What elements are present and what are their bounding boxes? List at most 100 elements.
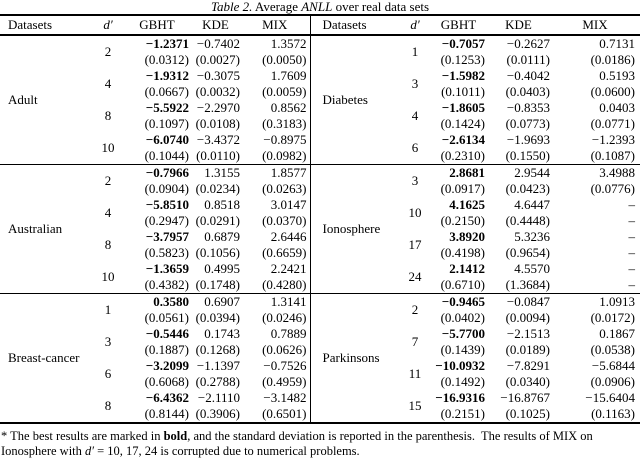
mix-value: 0.7131 bbox=[599, 36, 635, 51]
cell-kde-r: −7.8291 (0.0340) bbox=[487, 358, 550, 390]
kde-stddev: (0.9654) bbox=[505, 245, 550, 260]
cell-gbht-l: 0.3580 (0.0561) bbox=[123, 293, 191, 326]
mix-value: 0.8562 bbox=[270, 100, 307, 115]
column-header-kde-left: KDE bbox=[191, 15, 240, 36]
mix-value: 1.3572 bbox=[270, 36, 307, 51]
cell-dprime-left: 4 bbox=[104, 76, 112, 91]
cell-gbht-l: −6.4362 (0.8144) bbox=[123, 390, 191, 423]
mix-stddev: (0.6501) bbox=[262, 406, 307, 421]
caption-text-2: over real data sets bbox=[332, 0, 430, 14]
cell-mix-r: 1.0913 (0.0172) bbox=[550, 293, 640, 326]
cell-kde-r: −0.8353 (0.0773) bbox=[487, 100, 550, 132]
cell-gbht-l: −5.8510 (0.2947) bbox=[123, 197, 191, 229]
mix-value: 3.0147 bbox=[270, 197, 307, 212]
gbht-value: −6.4362 bbox=[145, 390, 189, 405]
kde-value: −1.9693 bbox=[506, 132, 550, 147]
mix-stddev: (0.0538) bbox=[590, 342, 635, 357]
gbht-value: −6.0740 bbox=[145, 132, 189, 147]
gbht-stddev: (0.1424) bbox=[440, 116, 485, 131]
cell-gbht-r: −16.9316 (0.2151) bbox=[430, 390, 487, 423]
gbht-value: −0.7057 bbox=[441, 36, 485, 51]
cell-kde-l: 0.6907 (0.0394) bbox=[191, 293, 240, 326]
cell-gbht-l: −0.5446 (0.1887) bbox=[123, 326, 191, 358]
gbht-value: −3.7957 bbox=[145, 229, 189, 244]
kde-stddev: (0.0094) bbox=[505, 310, 550, 325]
kde-stddev: (1.3684) bbox=[505, 277, 550, 292]
cell-mix-r: 0.5193 (0.0600) bbox=[550, 68, 640, 100]
cell-gbht-r: 2.1412 (0.6710) bbox=[430, 261, 487, 294]
table-row: 3 −0.5446 (0.1887) 0.1743 (0.1268) 0.7889 (0.0… bbox=[0, 326, 640, 358]
cell-gbht-l: −5.5922 (0.1097) bbox=[123, 100, 191, 132]
cell-gbht-r: −5.7700 (0.1439) bbox=[430, 326, 487, 358]
mix-stddev: – bbox=[628, 277, 636, 292]
gbht-stddev: (0.4198) bbox=[440, 245, 485, 260]
cell-dprime-left: 8 bbox=[104, 237, 112, 252]
cell-gbht-r: −1.8605 (0.1424) bbox=[430, 100, 487, 132]
mix-stddev: – bbox=[628, 245, 636, 260]
cell-kde-r: −1.9693 (0.1550) bbox=[487, 132, 550, 165]
cell-dprime-right: 15 bbox=[408, 398, 422, 413]
table-caption: Table 2. Average ANLL over real data set… bbox=[0, 0, 640, 14]
cell-kde-l: 0.1743 (0.1268) bbox=[191, 326, 240, 358]
mix-value: 1.8577 bbox=[270, 165, 307, 180]
cell-mix-l: −0.7526 (0.4959) bbox=[240, 358, 310, 390]
mix-value: – bbox=[628, 197, 636, 212]
gbht-value: −1.8605 bbox=[441, 100, 485, 115]
cell-gbht-r: −2.6134 (0.2310) bbox=[430, 132, 487, 165]
cell-gbht-l: −3.2099 (0.6068) bbox=[123, 358, 191, 390]
mix-stddev: (0.0776) bbox=[590, 181, 635, 196]
kde-value: 0.6907 bbox=[204, 294, 240, 309]
header-row: Datasets d′ GBHT KDE MIX Datasets d′ GBH… bbox=[0, 15, 640, 36]
cell-dprime-right: 3 bbox=[400, 164, 430, 197]
kde-stddev: (0.1268) bbox=[195, 342, 240, 357]
gbht-stddev: (0.2947) bbox=[144, 213, 189, 228]
kde-stddev: (0.0403) bbox=[505, 84, 550, 99]
cell-gbht-l: −3.7957 (0.5823) bbox=[123, 229, 191, 261]
column-header-dprime-right: d′ bbox=[400, 15, 430, 36]
caption-text-1: Average bbox=[252, 0, 302, 14]
cell-mix-l: 2.6446 (0.6659) bbox=[240, 229, 310, 261]
mix-stddev: (0.0906) bbox=[590, 374, 635, 389]
kde-stddev: (0.0111) bbox=[506, 52, 550, 67]
kde-stddev: (0.1025) bbox=[505, 406, 550, 421]
mix-value: −15.6404 bbox=[585, 390, 635, 405]
kde-value: 5.3236 bbox=[514, 229, 550, 244]
kde-stddev: (0.0110) bbox=[196, 148, 240, 163]
mix-value: 1.7609 bbox=[270, 68, 307, 83]
gbht-stddev: (0.1253) bbox=[440, 52, 485, 67]
kde-value: −0.0847 bbox=[506, 294, 550, 309]
table-row: 6 −3.2099 (0.6068) −1.1397 (0.2788) −0.7526 (0… bbox=[0, 358, 640, 390]
cell-mix-r: −5.6844 (0.0906) bbox=[550, 358, 640, 390]
gbht-value: −0.5446 bbox=[145, 326, 189, 341]
cell-kde-r: −0.2627 (0.0111) bbox=[487, 35, 550, 68]
cell-mix-l: 0.7889 (0.0626) bbox=[240, 326, 310, 358]
gbht-value: −0.7966 bbox=[145, 165, 189, 180]
mix-value: 2.6446 bbox=[270, 229, 307, 244]
gbht-stddev: (0.0312) bbox=[144, 52, 189, 67]
mix-value: −0.8975 bbox=[263, 132, 307, 147]
cell-mix-r: 0.7131 (0.0186) bbox=[550, 35, 640, 68]
cell-dprime-left: 6 bbox=[104, 366, 112, 381]
cell-dprime-right: 1 bbox=[411, 44, 419, 59]
cell-gbht-r: 3.8920 (0.4198) bbox=[430, 229, 487, 261]
cell-mix-l: −0.8975 (0.0982) bbox=[240, 132, 310, 165]
anll-results-table: Datasets d′ GBHT KDE MIX Datasets d′ GBH… bbox=[0, 14, 640, 424]
cell-gbht-l: −1.9312 (0.0667) bbox=[123, 68, 191, 100]
kde-stddev: (0.2788) bbox=[195, 374, 240, 389]
gbht-stddev: (0.2150) bbox=[440, 213, 485, 228]
kde-stddev: (0.0189) bbox=[505, 342, 550, 357]
mix-stddev: (0.0186) bbox=[590, 52, 635, 67]
caption-table-number: Table 2. bbox=[210, 0, 253, 14]
kde-value: 2.9544 bbox=[514, 165, 550, 180]
gbht-stddev: (0.1492) bbox=[440, 374, 485, 389]
gbht-value: −5.8510 bbox=[145, 197, 189, 212]
cell-mix-l: −3.1482 (0.6501) bbox=[240, 390, 310, 423]
column-header-datasets-right: Datasets bbox=[309, 15, 400, 36]
cell-gbht-l: −1.2371 (0.0312) bbox=[123, 35, 191, 68]
gbht-stddev: (0.1011) bbox=[441, 84, 485, 99]
cell-kde-r: 4.5570 (1.3684) bbox=[487, 261, 550, 294]
gbht-value: 3.8920 bbox=[449, 229, 485, 244]
kde-value: 1.3155 bbox=[204, 165, 240, 180]
gbht-value: −1.2371 bbox=[145, 36, 189, 51]
cell-kde-l: −3.4372 (0.0110) bbox=[191, 132, 240, 165]
